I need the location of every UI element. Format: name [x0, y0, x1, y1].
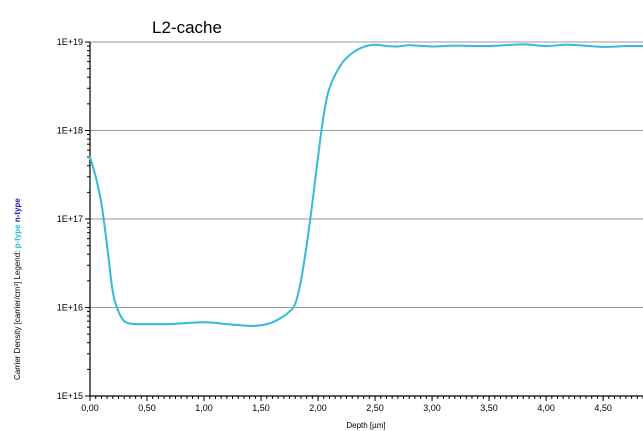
x-tick-label: 4,00: [537, 403, 555, 413]
x-tick-label: 3,50: [480, 403, 498, 413]
x-axis-ticks: 0,00 0,50 1,00 1,50 2,00 2,50 3,00 3,50 4,00 4,50: [81, 396, 643, 413]
x-tick-label: 4,50: [594, 403, 612, 413]
series-line-p-type: [89, 43, 643, 327]
y-axis-ticks: 1E+15 1E+16 1E+17 1E+18 1E+19: [57, 37, 90, 401]
x-tick-label: 1,50: [252, 403, 270, 413]
x-axis-label: Depth [µm]: [346, 421, 385, 430]
y-tick-label: 1E+15: [57, 391, 83, 401]
x-tick-label: 0,00: [81, 403, 99, 413]
y-tick-label: 1E+16: [57, 303, 83, 313]
legend-n-type: n-type: [13, 198, 22, 223]
x-tick-label: 0,50: [138, 403, 156, 413]
x-tick-label: 1,00: [195, 403, 213, 413]
y-tick-label: 1E+18: [57, 126, 83, 136]
chart-title: L2-cache: [152, 18, 222, 37]
y-axis-label: Carrier Density [carrier/cm³] Legend: p-…: [13, 198, 22, 380]
grid-lines: [90, 41, 643, 308]
x-tick-label: 2,50: [366, 403, 384, 413]
series-layer: [89, 43, 643, 327]
y-axis-label-text: Carrier Density [carrier/cm³] Legend:: [13, 248, 22, 380]
x-tick-label: 3,00: [423, 403, 441, 413]
y-tick-label: 1E+19: [57, 37, 83, 47]
legend-p-type: p-type: [13, 224, 22, 249]
x-tick-label: 2,00: [309, 403, 327, 413]
y-tick-label: 1E+17: [57, 214, 83, 224]
